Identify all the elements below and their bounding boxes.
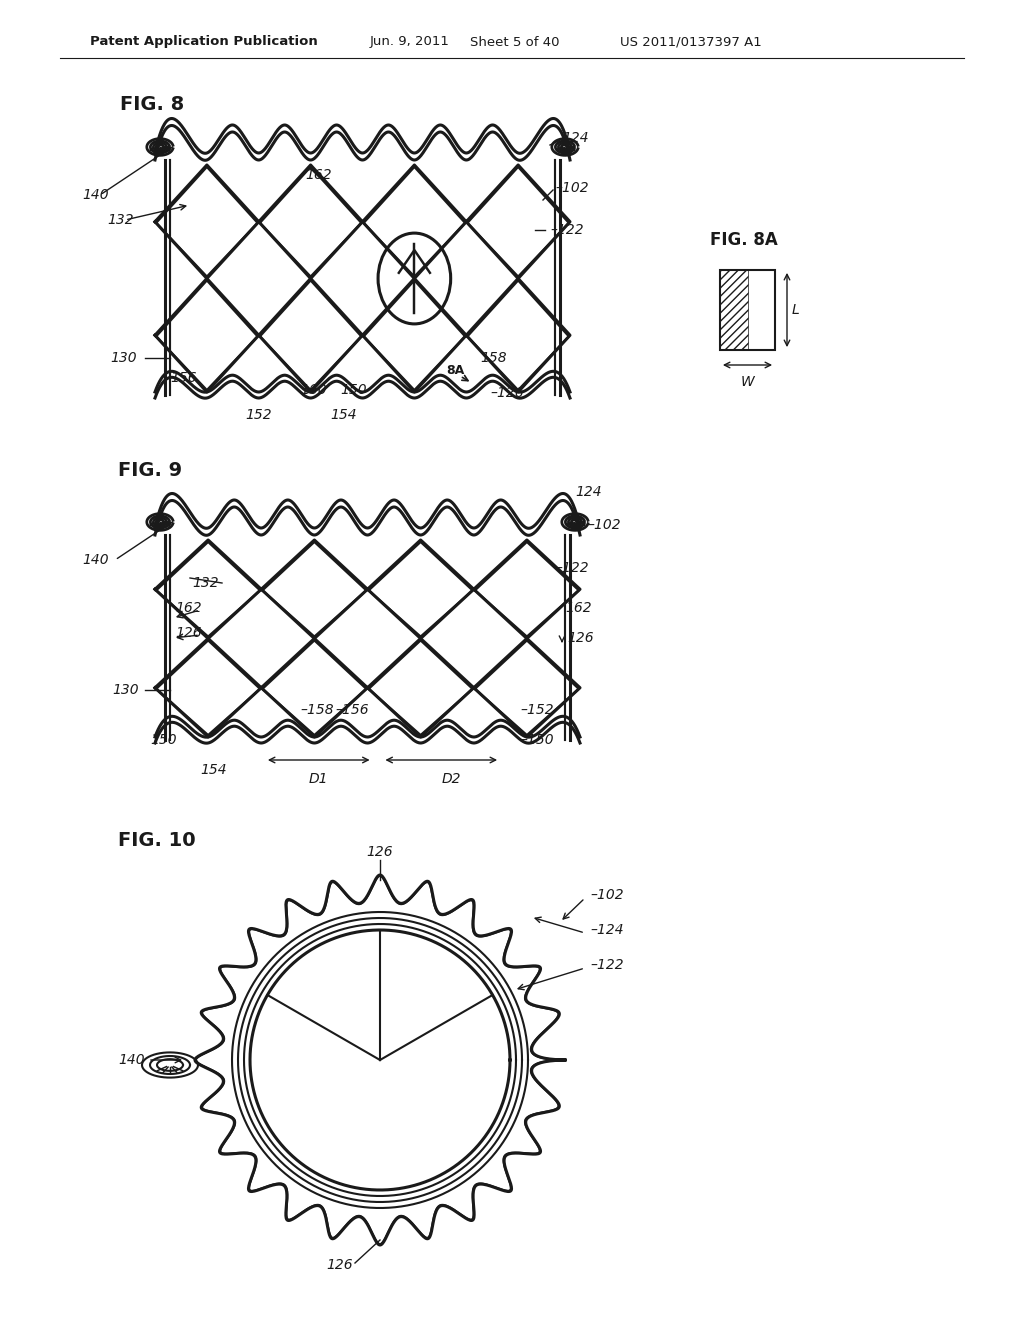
Text: –122: –122: [555, 561, 589, 576]
Text: 126: 126: [567, 631, 594, 645]
Text: US 2011/0137397 A1: US 2011/0137397 A1: [620, 36, 762, 49]
Text: FIG. 10: FIG. 10: [118, 830, 196, 850]
Text: 126: 126: [327, 1258, 353, 1272]
Text: Sheet 5 of 40: Sheet 5 of 40: [470, 36, 559, 49]
Text: 152: 152: [245, 408, 271, 422]
Text: Jun. 9, 2011: Jun. 9, 2011: [370, 36, 450, 49]
Bar: [720, 271, 748, 350]
Text: –150: –150: [520, 733, 554, 747]
Text: 130: 130: [110, 351, 136, 366]
Text: 132: 132: [106, 213, 133, 227]
Text: 130: 130: [112, 682, 138, 697]
Text: 132: 132: [193, 576, 219, 590]
Text: 160: 160: [300, 383, 327, 397]
Text: –124: –124: [590, 923, 624, 937]
Text: 158: 158: [480, 351, 507, 366]
Text: 124: 124: [575, 484, 602, 499]
Text: 8A: 8A: [445, 363, 464, 376]
Text: FIG. 8: FIG. 8: [120, 95, 184, 115]
Text: 140: 140: [82, 553, 109, 568]
Text: 124: 124: [562, 131, 589, 145]
Text: 150: 150: [340, 383, 367, 397]
Text: –102: –102: [587, 517, 621, 532]
Text: –158: –158: [300, 704, 334, 717]
Text: –126: –126: [490, 385, 523, 400]
Text: –102: –102: [555, 181, 589, 195]
Text: 140: 140: [82, 187, 109, 202]
Text: FIG. 8A: FIG. 8A: [710, 231, 778, 249]
Text: –156: –156: [335, 704, 369, 717]
Text: 156: 156: [170, 371, 197, 385]
Text: –102: –102: [590, 888, 624, 902]
Text: 162: 162: [175, 601, 202, 615]
Text: D1: D1: [309, 772, 329, 785]
Text: W: W: [740, 375, 755, 389]
Text: 154: 154: [200, 763, 226, 777]
Text: –152: –152: [520, 704, 554, 717]
Text: 126: 126: [367, 845, 393, 859]
Bar: [720, 271, 775, 350]
Text: FIG. 9: FIG. 9: [118, 461, 182, 479]
Text: Patent Application Publication: Patent Application Publication: [90, 36, 317, 49]
Text: –122: –122: [590, 958, 624, 972]
Text: 126: 126: [175, 626, 202, 640]
Text: D2: D2: [441, 772, 461, 785]
Text: –122: –122: [550, 223, 584, 238]
Text: L: L: [792, 304, 800, 317]
Text: 162: 162: [305, 168, 332, 182]
Text: 162: 162: [565, 601, 592, 615]
Text: 150: 150: [150, 733, 176, 747]
Text: 140: 140: [118, 1053, 144, 1067]
Text: 154: 154: [330, 408, 356, 422]
